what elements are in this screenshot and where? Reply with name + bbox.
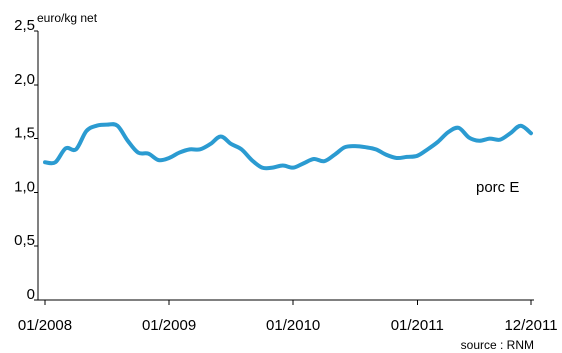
y-tick-label: 2,0: [14, 71, 35, 88]
y-axis-ticks: 0 0,5 1,0 1,5 2,0 2,5: [14, 17, 38, 303]
x-tick-label: 01/2010: [266, 317, 320, 334]
y-tick-label: 1,5: [14, 125, 35, 142]
y-tick-label: 0: [27, 286, 35, 303]
x-tick-label: 01/2008: [18, 317, 72, 334]
x-axis-ticks: 01/2008 01/2009 01/2010 01/2011 12/2011: [18, 300, 558, 334]
x-tick-label: 01/2011: [391, 317, 444, 334]
x-tick-label: 01/2009: [142, 317, 196, 334]
y-axis-unit-label: euro/kg net: [37, 11, 98, 25]
series-label-porc-e: porc E: [476, 179, 519, 196]
x-tick-label: 12/2011: [504, 317, 557, 334]
source-note: source : RNM: [461, 338, 534, 352]
y-tick-label: 1,0: [14, 178, 35, 195]
series-points: [44, 124, 532, 168]
y-tick-label: 0,5: [14, 232, 35, 249]
y-tick-label: 2,5: [14, 17, 35, 34]
series-line-porc-e: [43, 122, 533, 171]
